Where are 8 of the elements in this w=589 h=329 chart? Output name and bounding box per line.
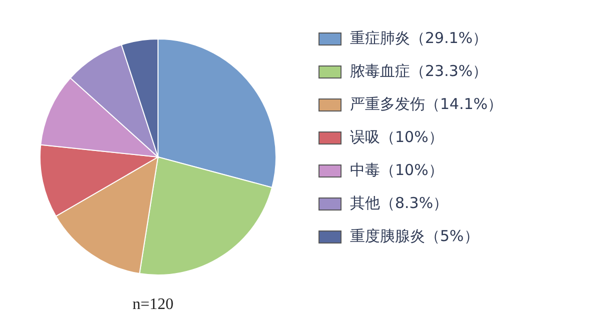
legend-label: 中毒（10%） [350,161,444,180]
legend-label: 其他（8.3%） [350,194,448,213]
legend-label: 严重多发伤（14.1%） [350,95,503,114]
legend-label: 重度胰腺炎（5%） [350,227,479,246]
legend-label: 误吸（10%） [350,128,444,147]
legend-label: 脓毒血症（23.3%） [350,62,488,81]
legend-label: 重症肺炎（29.1%） [350,29,488,48]
text: n=120 [131,296,175,314]
